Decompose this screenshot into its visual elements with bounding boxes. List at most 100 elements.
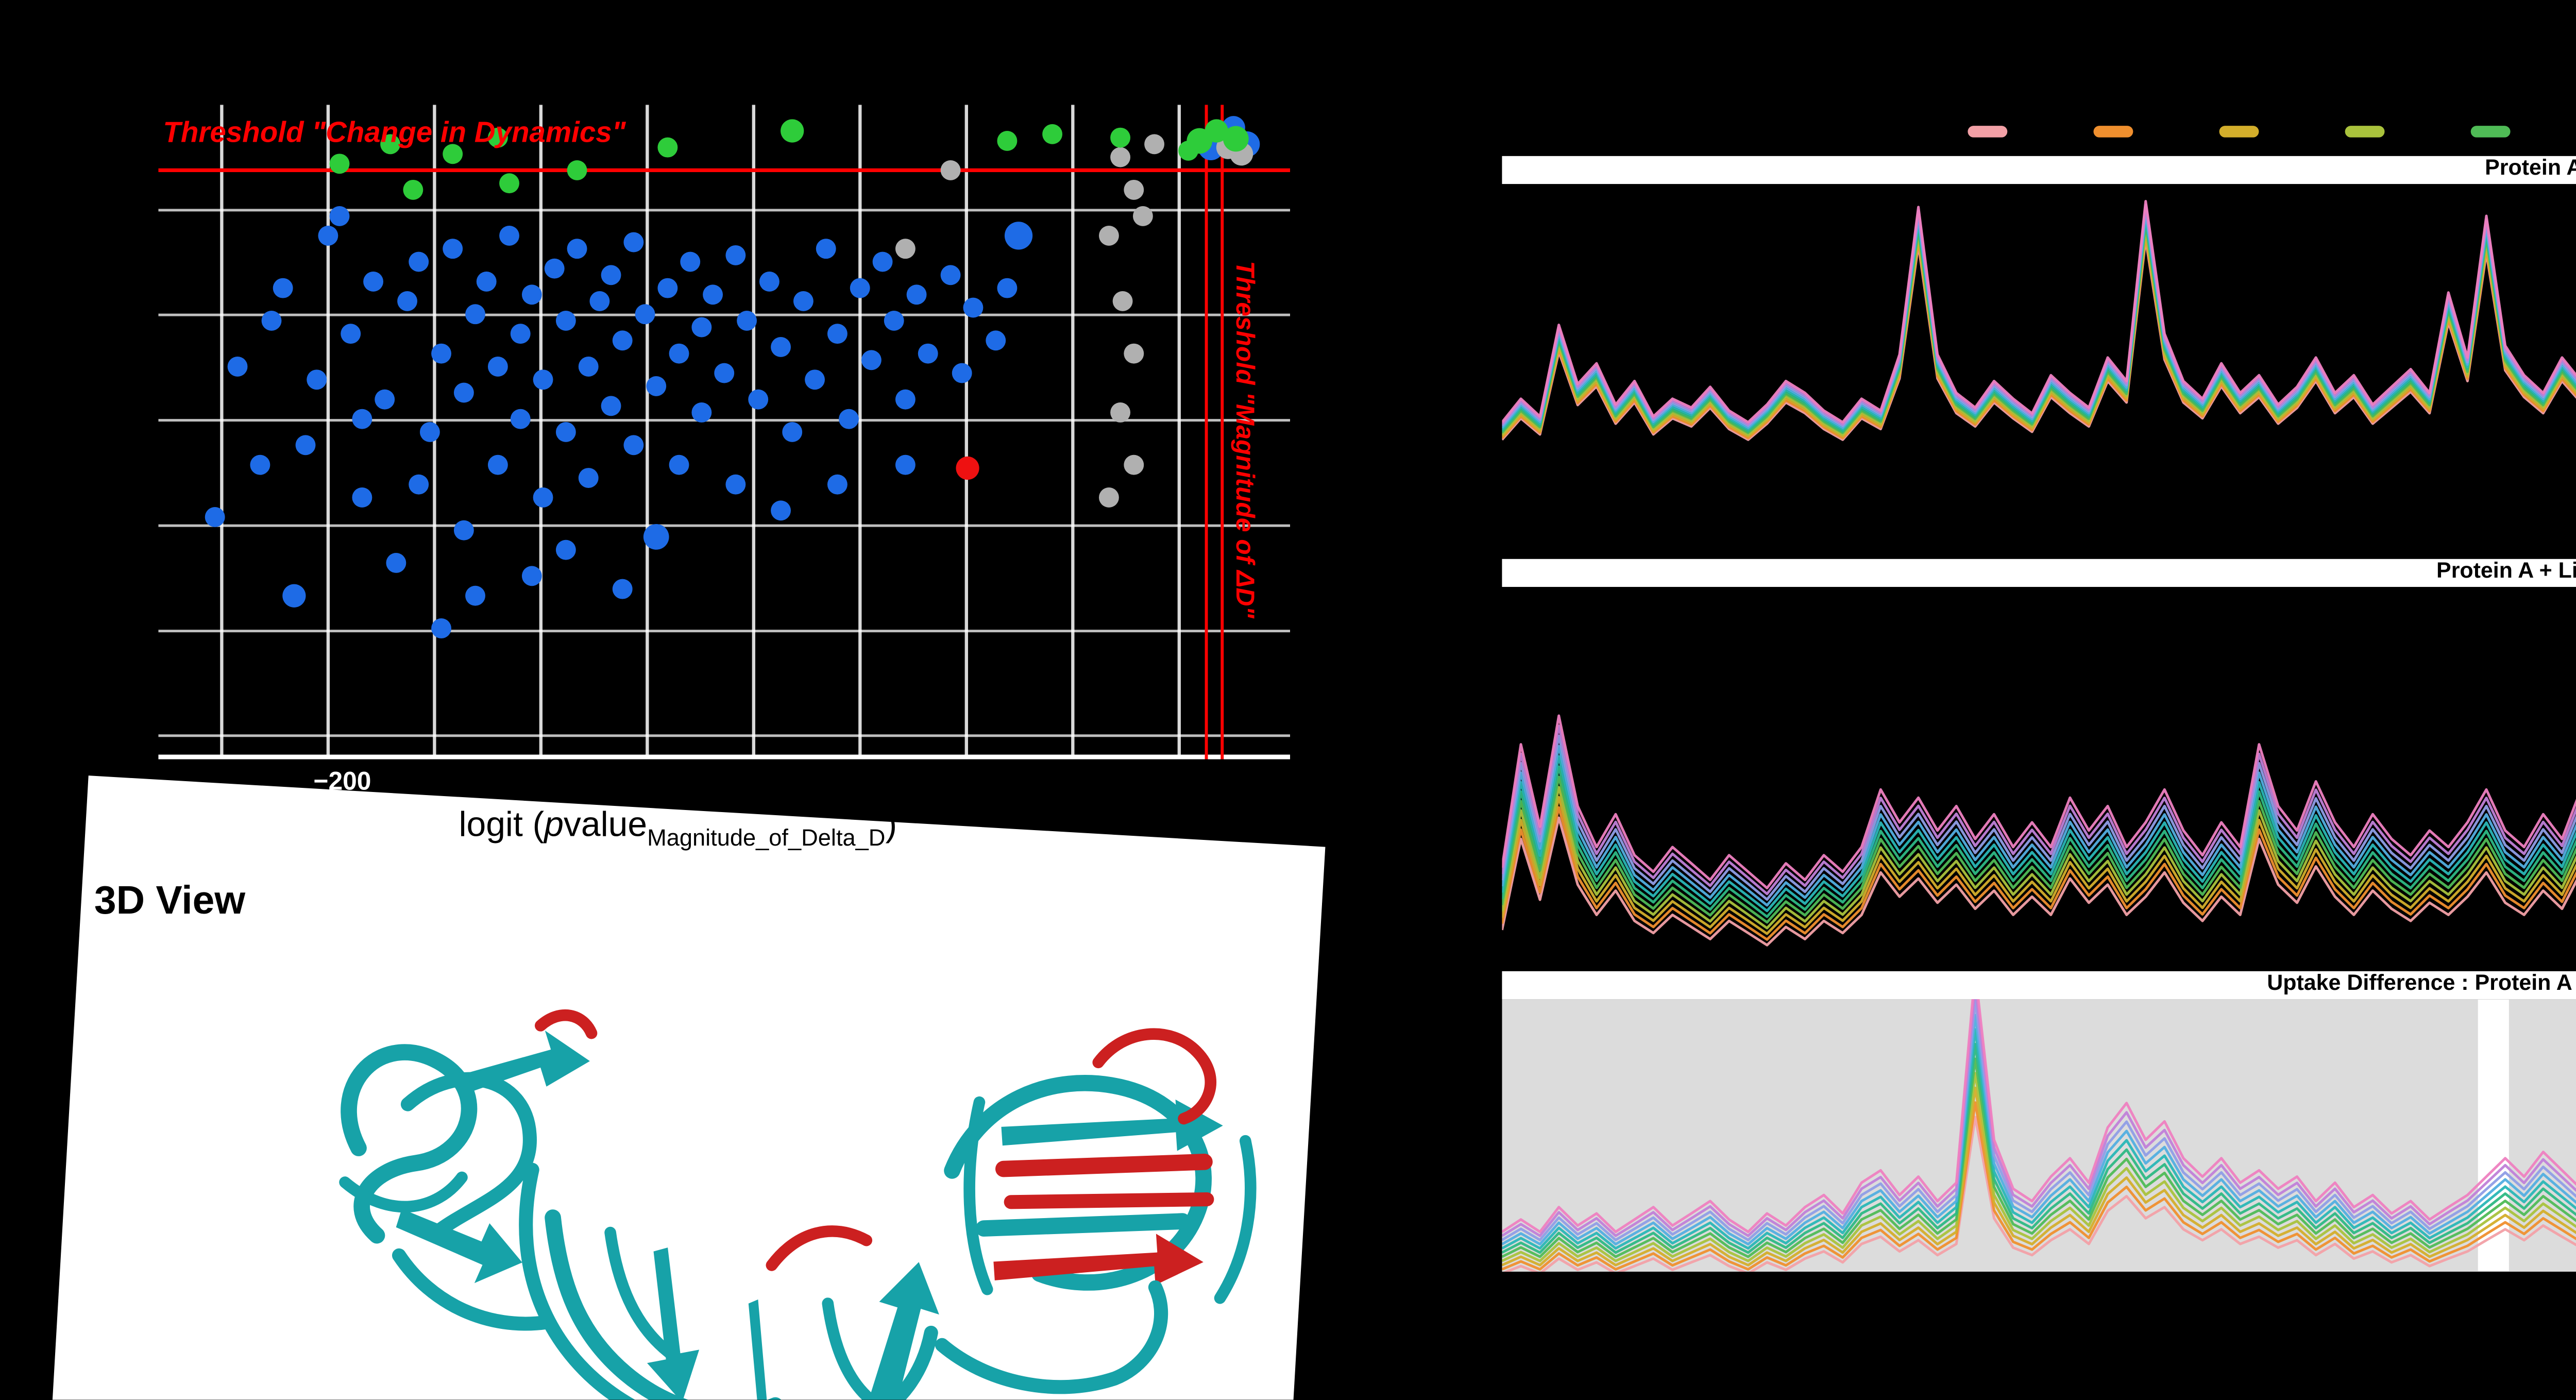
uptake-line-6[interactable] xyxy=(1502,646,2576,913)
point-not-significant[interactable] xyxy=(669,343,689,364)
uptake-line-4[interactable] xyxy=(1502,1057,2576,1266)
point-significant[interactable] xyxy=(329,154,350,174)
uptake-line-0[interactable] xyxy=(1502,727,2576,947)
point-not-significant[interactable] xyxy=(307,369,327,390)
point-magnitude-only[interactable] xyxy=(1110,402,1131,423)
point-not-significant[interactable] xyxy=(567,239,587,259)
point-not-significant[interactable] xyxy=(499,225,519,246)
point-not-significant[interactable] xyxy=(295,435,316,456)
uptake-line-5[interactable] xyxy=(1502,1042,2576,1262)
point-not-significant[interactable] xyxy=(623,435,644,456)
point-not-significant[interactable] xyxy=(521,284,542,305)
point-magnitude-only[interactable] xyxy=(1124,343,1144,364)
point-significant[interactable] xyxy=(1042,124,1063,144)
point-not-significant[interactable] xyxy=(329,206,350,226)
point-not-significant[interactable] xyxy=(827,474,848,495)
uptake-line-2[interactable] xyxy=(1502,1086,2576,1272)
uptake-line-1[interactable] xyxy=(1502,713,2576,941)
point-significant[interactable] xyxy=(487,127,508,148)
point-not-significant[interactable] xyxy=(737,310,757,331)
point-selected[interactable] xyxy=(956,456,979,480)
point-not-significant[interactable] xyxy=(861,350,882,370)
point-not-significant[interactable] xyxy=(646,376,667,396)
point-not-significant[interactable] xyxy=(714,363,735,383)
point-not-significant[interactable] xyxy=(352,487,372,508)
point-not-significant[interactable] xyxy=(1004,222,1033,250)
point-not-significant[interactable] xyxy=(476,272,497,292)
point-significant[interactable] xyxy=(1223,126,1249,152)
point-not-significant[interactable] xyxy=(453,382,474,403)
point-not-significant[interactable] xyxy=(669,454,689,475)
point-not-significant[interactable] xyxy=(205,507,225,527)
point-not-significant[interactable] xyxy=(409,474,429,495)
point-not-significant[interactable] xyxy=(363,272,383,292)
uptake-line-2[interactable] xyxy=(1502,700,2576,935)
point-not-significant[interactable] xyxy=(691,317,712,338)
point-not-significant[interactable] xyxy=(635,304,655,325)
point-not-significant[interactable] xyxy=(341,324,361,344)
point-not-significant[interactable] xyxy=(884,310,904,331)
uptake-line-7[interactable] xyxy=(1502,633,2576,907)
point-not-significant[interactable] xyxy=(691,402,712,423)
point-not-significant[interactable] xyxy=(601,265,621,285)
point-not-significant[interactable] xyxy=(771,337,791,357)
uptake-line-0[interactable] xyxy=(1502,1116,2576,1272)
point-not-significant[interactable] xyxy=(487,454,508,475)
point-not-significant[interactable] xyxy=(261,310,282,331)
protein-3d-structure[interactable] xyxy=(167,917,1313,1400)
point-not-significant[interactable] xyxy=(544,258,565,279)
point-magnitude-only[interactable] xyxy=(1098,487,1119,508)
point-not-significant[interactable] xyxy=(419,422,440,442)
point-significant[interactable] xyxy=(657,137,678,158)
point-not-significant[interactable] xyxy=(555,539,576,560)
point-not-significant[interactable] xyxy=(940,265,961,285)
point-not-significant[interactable] xyxy=(409,251,429,272)
point-significant[interactable] xyxy=(781,119,804,143)
point-not-significant[interactable] xyxy=(816,239,836,259)
point-not-significant[interactable] xyxy=(578,357,599,377)
uptake-line-6[interactable] xyxy=(1502,1028,2576,1259)
point-significant[interactable] xyxy=(403,179,423,200)
point-not-significant[interactable] xyxy=(623,232,644,252)
uptake-difference-chart[interactable] xyxy=(1502,999,2576,1272)
point-not-significant[interactable] xyxy=(725,245,746,265)
point-not-significant[interactable] xyxy=(521,566,542,586)
point-not-significant[interactable] xyxy=(725,474,746,495)
uptake-line-5[interactable] xyxy=(1502,660,2576,918)
point-not-significant[interactable] xyxy=(952,363,972,383)
point-not-significant[interactable] xyxy=(227,357,248,377)
point-significant[interactable] xyxy=(567,160,587,180)
point-not-significant[interactable] xyxy=(386,553,406,573)
uptake-line-3[interactable] xyxy=(1502,1072,2576,1270)
point-not-significant[interactable] xyxy=(748,389,769,410)
point-not-significant[interactable] xyxy=(986,330,1006,351)
point-not-significant[interactable] xyxy=(805,369,825,390)
point-not-significant[interactable] xyxy=(895,389,916,410)
point-not-significant[interactable] xyxy=(612,579,633,599)
point-not-significant[interactable] xyxy=(839,409,859,429)
point-not-significant[interactable] xyxy=(895,454,916,475)
point-magnitude-only[interactable] xyxy=(1132,206,1153,226)
volcano-plot[interactable] xyxy=(158,105,1291,760)
point-not-significant[interactable] xyxy=(997,278,1018,298)
point-not-significant[interactable] xyxy=(487,357,508,377)
uptake-chart-protein-a-ligand[interactable] xyxy=(1502,587,2576,955)
point-significant[interactable] xyxy=(499,173,519,194)
3d-view-panel[interactable]: 3D View xyxy=(49,775,1326,1400)
point-not-significant[interactable] xyxy=(453,520,474,541)
point-not-significant[interactable] xyxy=(352,409,372,429)
point-significant[interactable] xyxy=(380,134,400,155)
point-not-significant[interactable] xyxy=(555,422,576,442)
point-magnitude-only[interactable] xyxy=(1124,179,1144,200)
uptake-line-10[interactable] xyxy=(1502,999,2576,1244)
point-not-significant[interactable] xyxy=(465,585,485,606)
point-not-significant[interactable] xyxy=(431,618,451,638)
point-not-significant[interactable] xyxy=(827,324,848,344)
point-magnitude-only[interactable] xyxy=(1110,147,1131,167)
point-not-significant[interactable] xyxy=(643,524,669,550)
uptake-line-9[interactable] xyxy=(1502,999,2576,1247)
legend-dash-2[interactable] xyxy=(2219,126,2259,137)
point-not-significant[interactable] xyxy=(555,310,576,331)
point-not-significant[interactable] xyxy=(850,278,870,298)
point-not-significant[interactable] xyxy=(273,278,293,298)
